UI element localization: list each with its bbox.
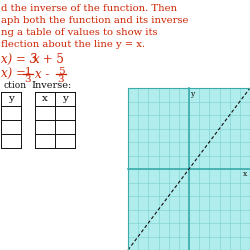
Text: Inverse:: Inverse: — [31, 81, 71, 90]
Text: y: y — [62, 94, 68, 103]
Text: ng a table of values to show its: ng a table of values to show its — [1, 28, 158, 37]
Text: 3: 3 — [58, 75, 64, 84]
Bar — [128, 88, 250, 250]
Text: d the inverse of the function. Then: d the inverse of the function. Then — [1, 4, 177, 13]
Text: 3: 3 — [25, 75, 31, 84]
Text: y: y — [190, 90, 195, 98]
Text: 5: 5 — [58, 67, 64, 76]
Text: x) =: x) = — [1, 68, 26, 81]
Text: flection about the line y = x.: flection about the line y = x. — [1, 40, 145, 49]
Text: x) = 3: x) = 3 — [1, 53, 37, 66]
Bar — [128, 88, 250, 250]
Text: aph both the function and its inverse: aph both the function and its inverse — [1, 16, 188, 25]
Text: ction: ction — [3, 81, 26, 90]
Text: y: y — [8, 94, 14, 103]
Text: x: x — [33, 53, 40, 66]
Text: x -: x - — [35, 68, 50, 81]
Text: x: x — [42, 94, 48, 103]
Text: x: x — [243, 170, 247, 178]
Text: 1: 1 — [25, 67, 31, 76]
Text: + 5: + 5 — [39, 53, 64, 66]
